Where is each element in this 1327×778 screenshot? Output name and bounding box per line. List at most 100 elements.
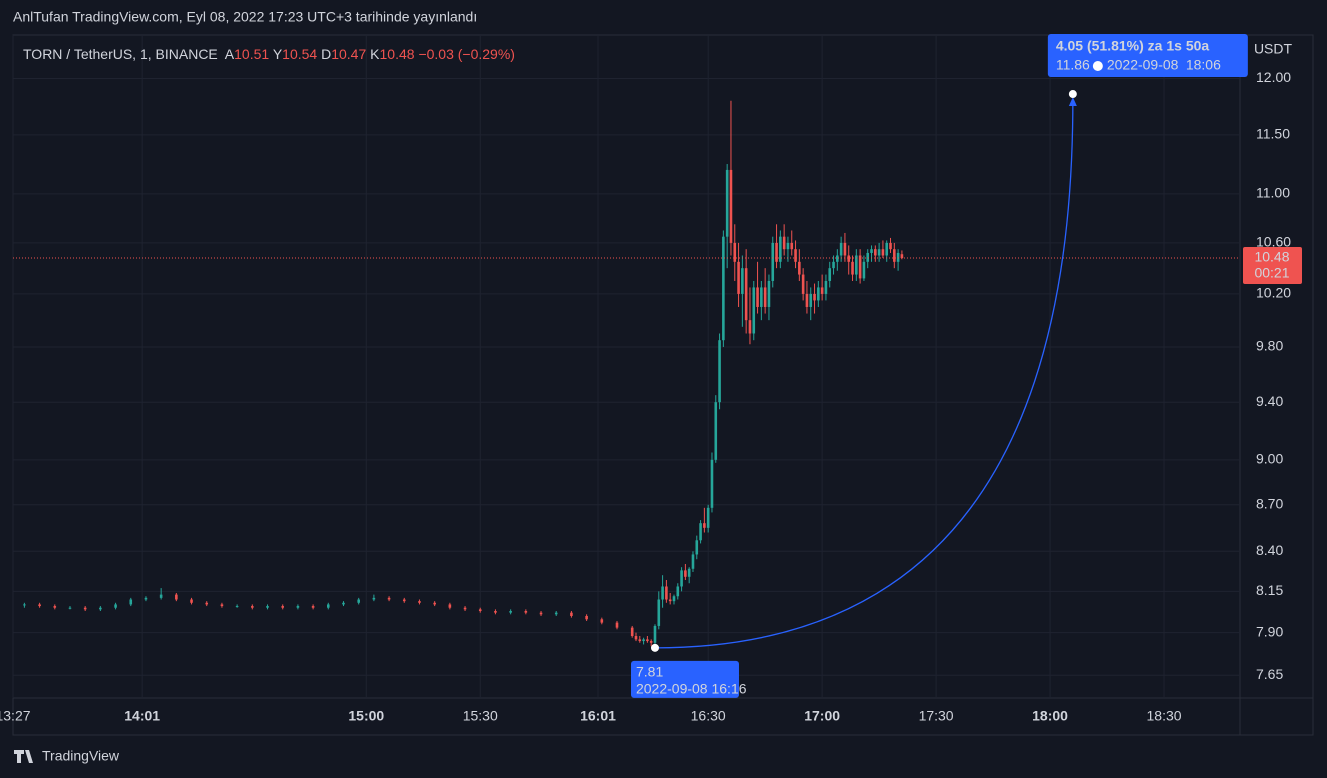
- candle-body: [718, 340, 721, 403]
- ohlc-label: D: [321, 46, 332, 62]
- candle-body: [665, 586, 668, 600]
- candle-body: [828, 268, 832, 281]
- price-tag: [1243, 247, 1302, 285]
- candle-body: [691, 554, 695, 569]
- ohlc: A10.51 Y10.54 D10.47 K10.48: [225, 46, 419, 62]
- candle-body: [877, 249, 881, 256]
- ohlc-value: 10.54: [282, 46, 318, 62]
- candle-body: [266, 606, 269, 608]
- candle-body: [733, 242, 737, 262]
- candle-body: [817, 287, 820, 301]
- candle-body: [794, 249, 797, 262]
- candle-body: [889, 242, 892, 250]
- candle-body: [615, 622, 619, 628]
- candle-body: [638, 639, 642, 642]
- y-tick-label: 9.80: [1256, 338, 1283, 354]
- candle-body: [661, 586, 664, 600]
- candle-body: [630, 627, 634, 637]
- candle-body: [657, 599, 661, 626]
- x-tick-label: 13:27: [0, 708, 31, 724]
- ohlc-value: 10.51: [234, 46, 270, 62]
- measure-arrow: [1068, 97, 1077, 107]
- candle-body: [433, 602, 436, 605]
- candle-body: [763, 287, 767, 307]
- candle-body: [779, 236, 782, 262]
- candle-body: [175, 594, 178, 600]
- candle-body: [896, 252, 900, 262]
- candle-body: [866, 252, 870, 262]
- y-tick-label: 9.00: [1256, 451, 1283, 467]
- y-tick-label: 10.60: [1256, 234, 1291, 250]
- candle-body: [653, 625, 657, 643]
- candle-body: [874, 249, 877, 256]
- candle-body: [703, 523, 706, 528]
- grid: [12, 35, 1240, 698]
- candle-body: [782, 236, 786, 250]
- price-tag-value: 10.48: [1254, 249, 1289, 265]
- candle-body: [205, 602, 209, 605]
- ohlc-value: 10.48: [379, 46, 415, 62]
- candle-body: [296, 606, 300, 608]
- ohlc-value: 10.47: [331, 46, 367, 62]
- candle-body: [885, 242, 889, 256]
- candle-body: [281, 606, 285, 608]
- candle-body: [714, 402, 718, 460]
- candle-body: [53, 606, 57, 608]
- brand-logo: [14, 750, 33, 763]
- candle-body: [756, 287, 759, 307]
- measure-end-date: 2022-09-08: [1107, 57, 1179, 73]
- header: AnlTufan TradingView.com, Eyl 08, 2022 1…: [13, 9, 477, 25]
- candle-body: [494, 611, 497, 613]
- candle-body: [801, 274, 805, 294]
- candle-body: [585, 615, 588, 620]
- candle-body: [790, 242, 794, 250]
- candle-body: [634, 636, 638, 640]
- candle-body: [649, 641, 653, 643]
- measure-start: [650, 643, 659, 652]
- measure-end-time: 18:06: [1186, 57, 1221, 73]
- candle-body: [463, 607, 467, 610]
- measure-label: 4.05 (51.81%) za 1s 50a: [1056, 38, 1210, 54]
- candle-body: [767, 280, 771, 307]
- y-tick-label: 7.65: [1256, 666, 1283, 682]
- measure-start-box: [630, 660, 739, 698]
- candle-body: [824, 280, 828, 294]
- ohlc-label: K: [370, 46, 380, 62]
- candle-body: [418, 601, 421, 603]
- candle-body: [706, 507, 710, 528]
- candle-body: [695, 540, 699, 555]
- candle-body: [855, 255, 858, 275]
- candle-body: [741, 268, 744, 294]
- candle-body: [570, 612, 573, 616]
- candle-body: [725, 169, 729, 237]
- candle-body: [38, 604, 41, 607]
- candle-body: [676, 586, 680, 597]
- candle-body: [387, 597, 391, 600]
- candle-body: [600, 619, 604, 623]
- candle-body: [311, 606, 315, 608]
- candle-body: [771, 242, 775, 281]
- candle-body: [820, 287, 824, 294]
- y-tick-label: 11.00: [1256, 185, 1290, 201]
- candle-body: [858, 255, 862, 279]
- brand: TradingView: [42, 748, 120, 764]
- candle-body: [832, 261, 835, 269]
- candle-body: [114, 604, 117, 608]
- ohlc-label: A: [224, 46, 235, 62]
- candle-body: [509, 611, 512, 613]
- candle-body: [843, 242, 847, 256]
- measure-start-date: 2022-09-08 16:16: [636, 681, 747, 697]
- candle-body: [402, 599, 406, 602]
- candle-body: [775, 242, 778, 262]
- candle-body: [847, 255, 851, 262]
- candle-body: [326, 604, 330, 608]
- candle-body: [687, 568, 691, 577]
- candle-body: [722, 236, 725, 341]
- candle-body: [99, 607, 102, 610]
- candle-body: [900, 254, 904, 259]
- candle-body: [748, 320, 752, 334]
- measure-end: [1068, 90, 1077, 99]
- measure-start-value: 7.81: [636, 664, 663, 680]
- candle-body: [836, 255, 839, 262]
- candle-body: [129, 599, 133, 605]
